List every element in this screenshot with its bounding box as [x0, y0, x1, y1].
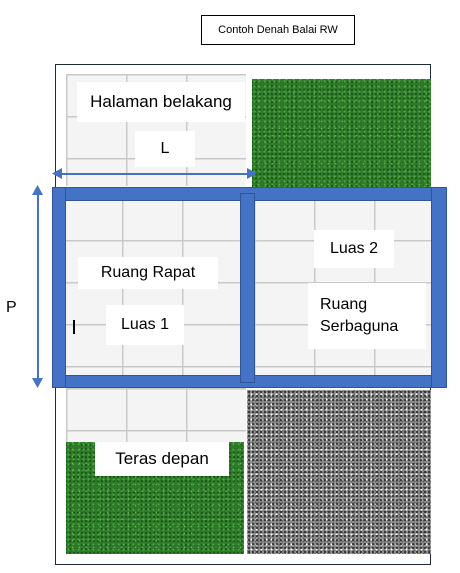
label-multipurpose-line1: Ruang [320, 296, 368, 314]
label-back-yard: Halaman belakang [77, 82, 245, 122]
length-dimension-line [37, 190, 39, 385]
length-arrowhead-bottom-icon [32, 378, 43, 388]
width-dimension-line [56, 173, 252, 175]
width-arrowhead-left-icon [52, 168, 62, 179]
label-meeting-room: Ruang Rapat [78, 257, 218, 289]
width-arrowhead-right-icon [247, 168, 257, 179]
cursor-mark [73, 320, 75, 334]
wall-middle [240, 193, 255, 383]
wall-left [52, 187, 66, 388]
label-multipurpose-line2: Serbaguna [320, 318, 399, 335]
wall-right [431, 187, 447, 388]
label-multipurpose-room: Ruang Serbaguna [308, 283, 426, 349]
front-terrace-tile [66, 388, 246, 442]
label-front-terrace: Teras depan [95, 442, 229, 476]
label-width-l: L [135, 131, 195, 167]
length-arrowhead-top-icon [32, 185, 43, 195]
gravel-area [247, 390, 431, 554]
diagram-title: Contoh Denah Balai RW [201, 15, 355, 45]
label-area-2: Luas 2 [314, 230, 394, 268]
label-area-1: Luas 1 [106, 305, 184, 345]
back-yard-grass [252, 79, 431, 188]
label-length-p: P [6, 299, 17, 316]
